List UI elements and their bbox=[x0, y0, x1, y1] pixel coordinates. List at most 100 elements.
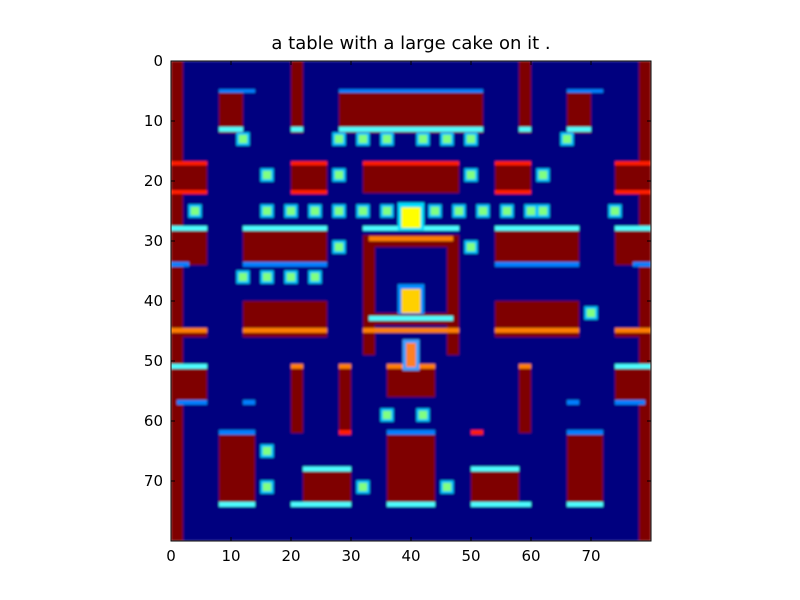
x-tick-label: 30 bbox=[341, 547, 360, 565]
maze-wall bbox=[615, 367, 651, 403]
pellet bbox=[334, 134, 344, 144]
maze-wall-edge bbox=[519, 127, 531, 132]
pellet bbox=[334, 206, 344, 216]
maze-wall bbox=[243, 229, 327, 265]
maze-wall-edge bbox=[567, 430, 603, 435]
maze-wall bbox=[303, 469, 351, 505]
maze-wall bbox=[219, 91, 243, 133]
pellet bbox=[358, 206, 368, 216]
maze-wall bbox=[567, 91, 591, 133]
maze-wall-edge bbox=[567, 127, 591, 132]
maze-wall-edge bbox=[495, 328, 579, 333]
maze-wall-edge bbox=[171, 262, 189, 267]
maze-wall-edge bbox=[633, 262, 651, 267]
pellet bbox=[310, 206, 320, 216]
pellet bbox=[286, 272, 296, 282]
pellet bbox=[442, 482, 452, 492]
x-tick-label: 60 bbox=[521, 547, 540, 565]
maze-wall-edge bbox=[495, 161, 531, 166]
maze-wall-edge bbox=[291, 127, 303, 132]
pellet bbox=[466, 134, 476, 144]
pellet bbox=[418, 134, 428, 144]
maze-wall-edge bbox=[369, 236, 453, 241]
pellet bbox=[262, 446, 272, 456]
pellet bbox=[586, 308, 596, 318]
maze-wall-edge bbox=[567, 400, 579, 405]
pellet bbox=[286, 206, 296, 216]
pellet bbox=[238, 134, 248, 144]
maze-wall-edge bbox=[219, 430, 255, 435]
axis-ticks: 0 10 20 30 40 50 60 70 0 10 20 30 40 50 60 70 bbox=[144, 52, 651, 565]
maze-wall-edge bbox=[171, 328, 207, 333]
maze-wall-edge bbox=[495, 262, 579, 267]
maze-wall bbox=[363, 163, 459, 193]
y-tick-label: 60 bbox=[144, 412, 163, 430]
maze-wall bbox=[615, 331, 651, 337]
pellet bbox=[262, 482, 272, 492]
y-tick-label: 70 bbox=[144, 472, 163, 490]
y-tick-label: 0 bbox=[153, 52, 163, 70]
x-tick-label: 10 bbox=[221, 547, 240, 565]
game-frame bbox=[171, 61, 651, 541]
maze-wall-edge bbox=[303, 466, 351, 472]
pellet bbox=[262, 206, 272, 216]
maze-wall-edge bbox=[471, 466, 519, 472]
pellet bbox=[382, 134, 392, 144]
maze-wall-edge bbox=[567, 89, 603, 93]
pellet bbox=[538, 206, 548, 216]
maze-wall-edge bbox=[171, 161, 207, 166]
player-sprite bbox=[401, 207, 421, 228]
maze-wall-edge bbox=[615, 364, 651, 369]
maze-wall-edge bbox=[171, 226, 207, 231]
pellet bbox=[610, 206, 620, 216]
maze-wall-edge bbox=[243, 400, 255, 405]
maze-wall bbox=[387, 367, 435, 397]
maze-wall-edge bbox=[339, 127, 483, 132]
maze-wall-edge bbox=[243, 328, 327, 333]
maze-wall bbox=[567, 433, 603, 505]
maze-wall bbox=[471, 469, 519, 505]
maze-wall bbox=[339, 91, 483, 133]
pellet bbox=[526, 206, 536, 216]
pellet bbox=[442, 134, 452, 144]
maze-wall-edge bbox=[219, 127, 243, 132]
maze-wall-edge bbox=[471, 430, 483, 435]
x-tick-label: 20 bbox=[281, 547, 300, 565]
maze-wall-edge bbox=[615, 328, 651, 333]
maze-wall bbox=[171, 367, 207, 403]
maze-wall-edge bbox=[291, 161, 327, 166]
maze-wall-edge bbox=[219, 502, 255, 507]
pellet bbox=[454, 206, 464, 216]
maze-wall bbox=[291, 61, 303, 133]
pellet bbox=[562, 134, 572, 144]
maze-wall-edge bbox=[291, 190, 327, 195]
maze-wall-edge bbox=[387, 430, 435, 435]
maze-wall-edge bbox=[519, 364, 531, 369]
maze-wall-edge bbox=[363, 161, 459, 166]
x-tick-label: 70 bbox=[581, 547, 600, 565]
maze-wall-edge bbox=[615, 226, 651, 231]
pellet bbox=[502, 206, 512, 216]
x-tick-label: 50 bbox=[461, 547, 480, 565]
x-tick-label: 40 bbox=[401, 547, 420, 565]
maze-wall-edge bbox=[615, 190, 651, 195]
maze-wall-edge bbox=[291, 502, 351, 507]
maze-wall-edge bbox=[171, 364, 207, 369]
pellet bbox=[478, 206, 488, 216]
maze-wall-edge bbox=[495, 190, 531, 195]
maze-wall-edge bbox=[219, 89, 255, 93]
maze-wall-edge bbox=[339, 89, 483, 93]
maze-wall-edge bbox=[495, 226, 579, 231]
x-tick-label: 0 bbox=[166, 547, 176, 565]
maze-wall-edge bbox=[615, 400, 645, 405]
maze-wall-edge bbox=[387, 502, 435, 507]
maze-wall-edge bbox=[471, 502, 531, 507]
y-tick-label: 50 bbox=[144, 352, 163, 370]
maze-wall-edge bbox=[363, 328, 459, 333]
pellet bbox=[238, 272, 248, 282]
maze-wall bbox=[447, 235, 459, 325]
y-tick-label: 30 bbox=[144, 232, 163, 250]
maze-wall-edge bbox=[339, 364, 351, 369]
maze-wall bbox=[519, 61, 531, 133]
